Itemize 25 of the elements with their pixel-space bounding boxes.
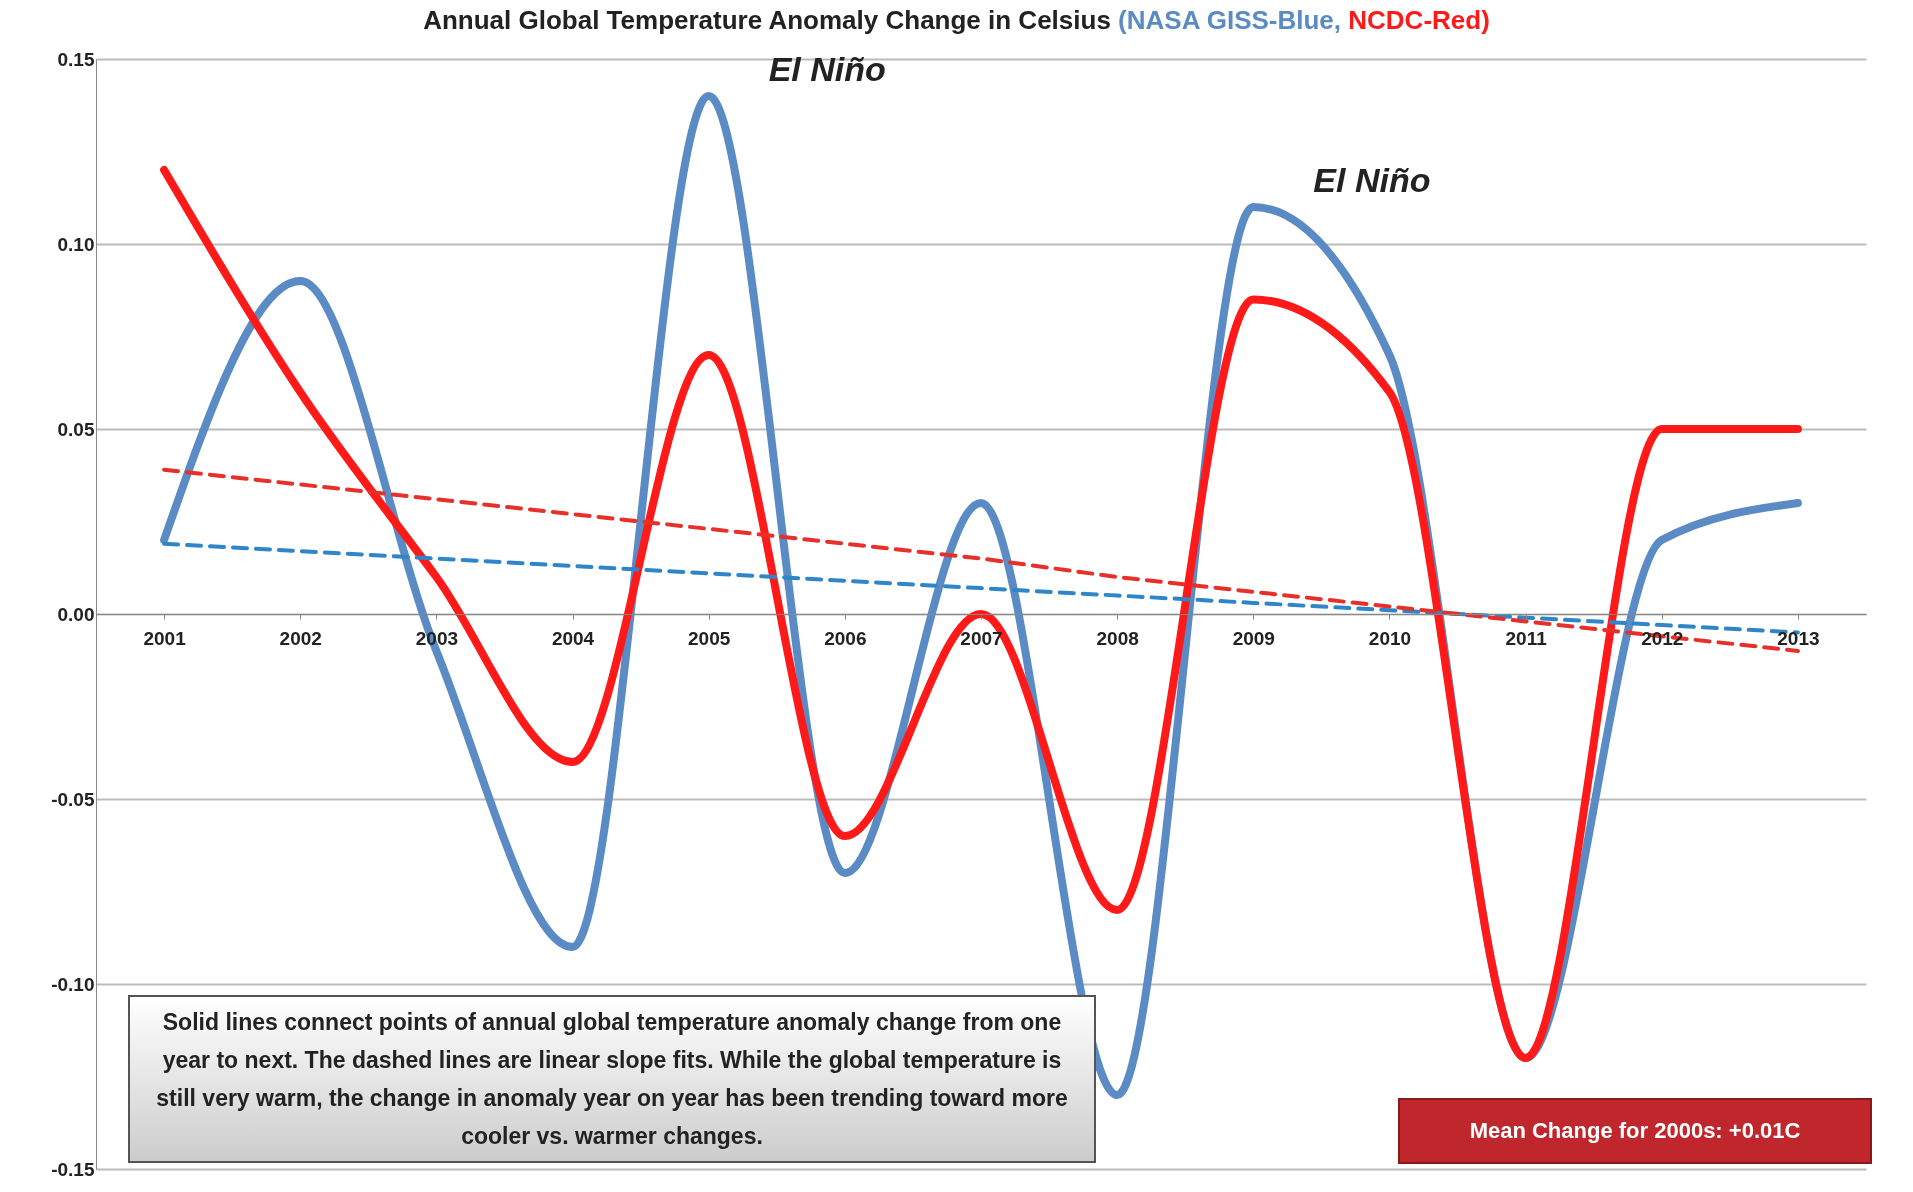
annotation: El Niño (1313, 161, 1431, 199)
x-tick-label: 2006 (824, 627, 867, 649)
x-tick-label: 2010 (1368, 627, 1412, 649)
y-tick-label: -0.10 (51, 973, 95, 995)
x-tick-label: 2013 (1777, 627, 1820, 649)
x-tick-label: 2001 (143, 627, 187, 649)
y-tick-label: 0.10 (57, 233, 95, 255)
y-tick-label: 0.05 (57, 418, 95, 440)
y-tick-label: -0.15 (51, 1158, 95, 1180)
x-tick-label: 2008 (1096, 627, 1139, 649)
text: (NASA GISS-Blue, (1118, 5, 1342, 35)
x-tick-label: 2011 (1505, 627, 1548, 649)
x-tick-label: 2004 (551, 627, 595, 649)
label-box: Mean Change for 2000s: +0.01C (1398, 1098, 1872, 1164)
x-tick-label: 2009 (1232, 627, 1275, 649)
text: NCDC-Red) (1348, 5, 1490, 35)
annotation: El Niño (768, 50, 886, 88)
y-tick-label: 0.00 (57, 603, 95, 625)
x-tick-label: 2007 (960, 627, 1003, 649)
y-tick-label: 0.15 (57, 48, 95, 70)
chart-title: Annual Global Temperature Anomaly Change in Celsius (423, 5, 1111, 35)
text-box: Solid lines connect points of annual global temperature anomaly change from one year to next. The dashed lines are linear slope fits. While the global temperature is still very warm, the change in anomaly year on year has been trending toward more cooler vs. warmer changes. (128, 995, 1096, 1163)
x-tick-label: 2005 (688, 627, 731, 649)
y-tick-label: -0.05 (51, 788, 95, 810)
x-tick-label: 2002 (279, 627, 322, 649)
